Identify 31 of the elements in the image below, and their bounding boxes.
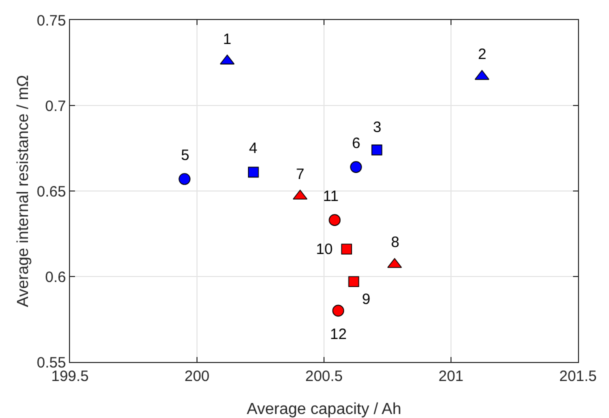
point [292, 190, 308, 200]
annotation: 8 [391, 234, 400, 251]
x-tick-label: 200 [184, 368, 210, 385]
annotation: 5 [181, 147, 190, 164]
y-axis-title: Average internal resistance / mΩ [15, 74, 32, 308]
y-tick-label: 0.65 [36, 183, 66, 200]
annotation: 9 [362, 291, 370, 308]
annotation: 4 [249, 140, 258, 157]
annotation: 2 [478, 46, 486, 63]
point [332, 304, 344, 317]
y-tick-label: 0.6 [45, 268, 66, 286]
annotation: 3 [373, 119, 382, 136]
annotation: 12 [330, 326, 347, 343]
point [178, 173, 190, 185]
x-tick-label: 200.5 [305, 368, 343, 385]
y-tick-label: 0.75 [36, 12, 66, 30]
x-tick-label: 201.5 [559, 368, 597, 385]
point [371, 144, 382, 156]
annotation: 7 [296, 166, 304, 183]
annotation: 10 [316, 241, 333, 258]
annotation: 11 [323, 188, 339, 205]
point [350, 161, 362, 173]
x-tick-label: 201 [438, 368, 464, 385]
x-axis-title: Average capacity / Ah [246, 401, 402, 418]
point [328, 214, 341, 226]
point [341, 244, 352, 255]
y-tick-label: 0.7 [45, 98, 66, 115]
annotation: 6 [352, 135, 360, 152]
annotation: 1 [223, 31, 232, 48]
point [248, 166, 259, 178]
point [348, 276, 360, 288]
